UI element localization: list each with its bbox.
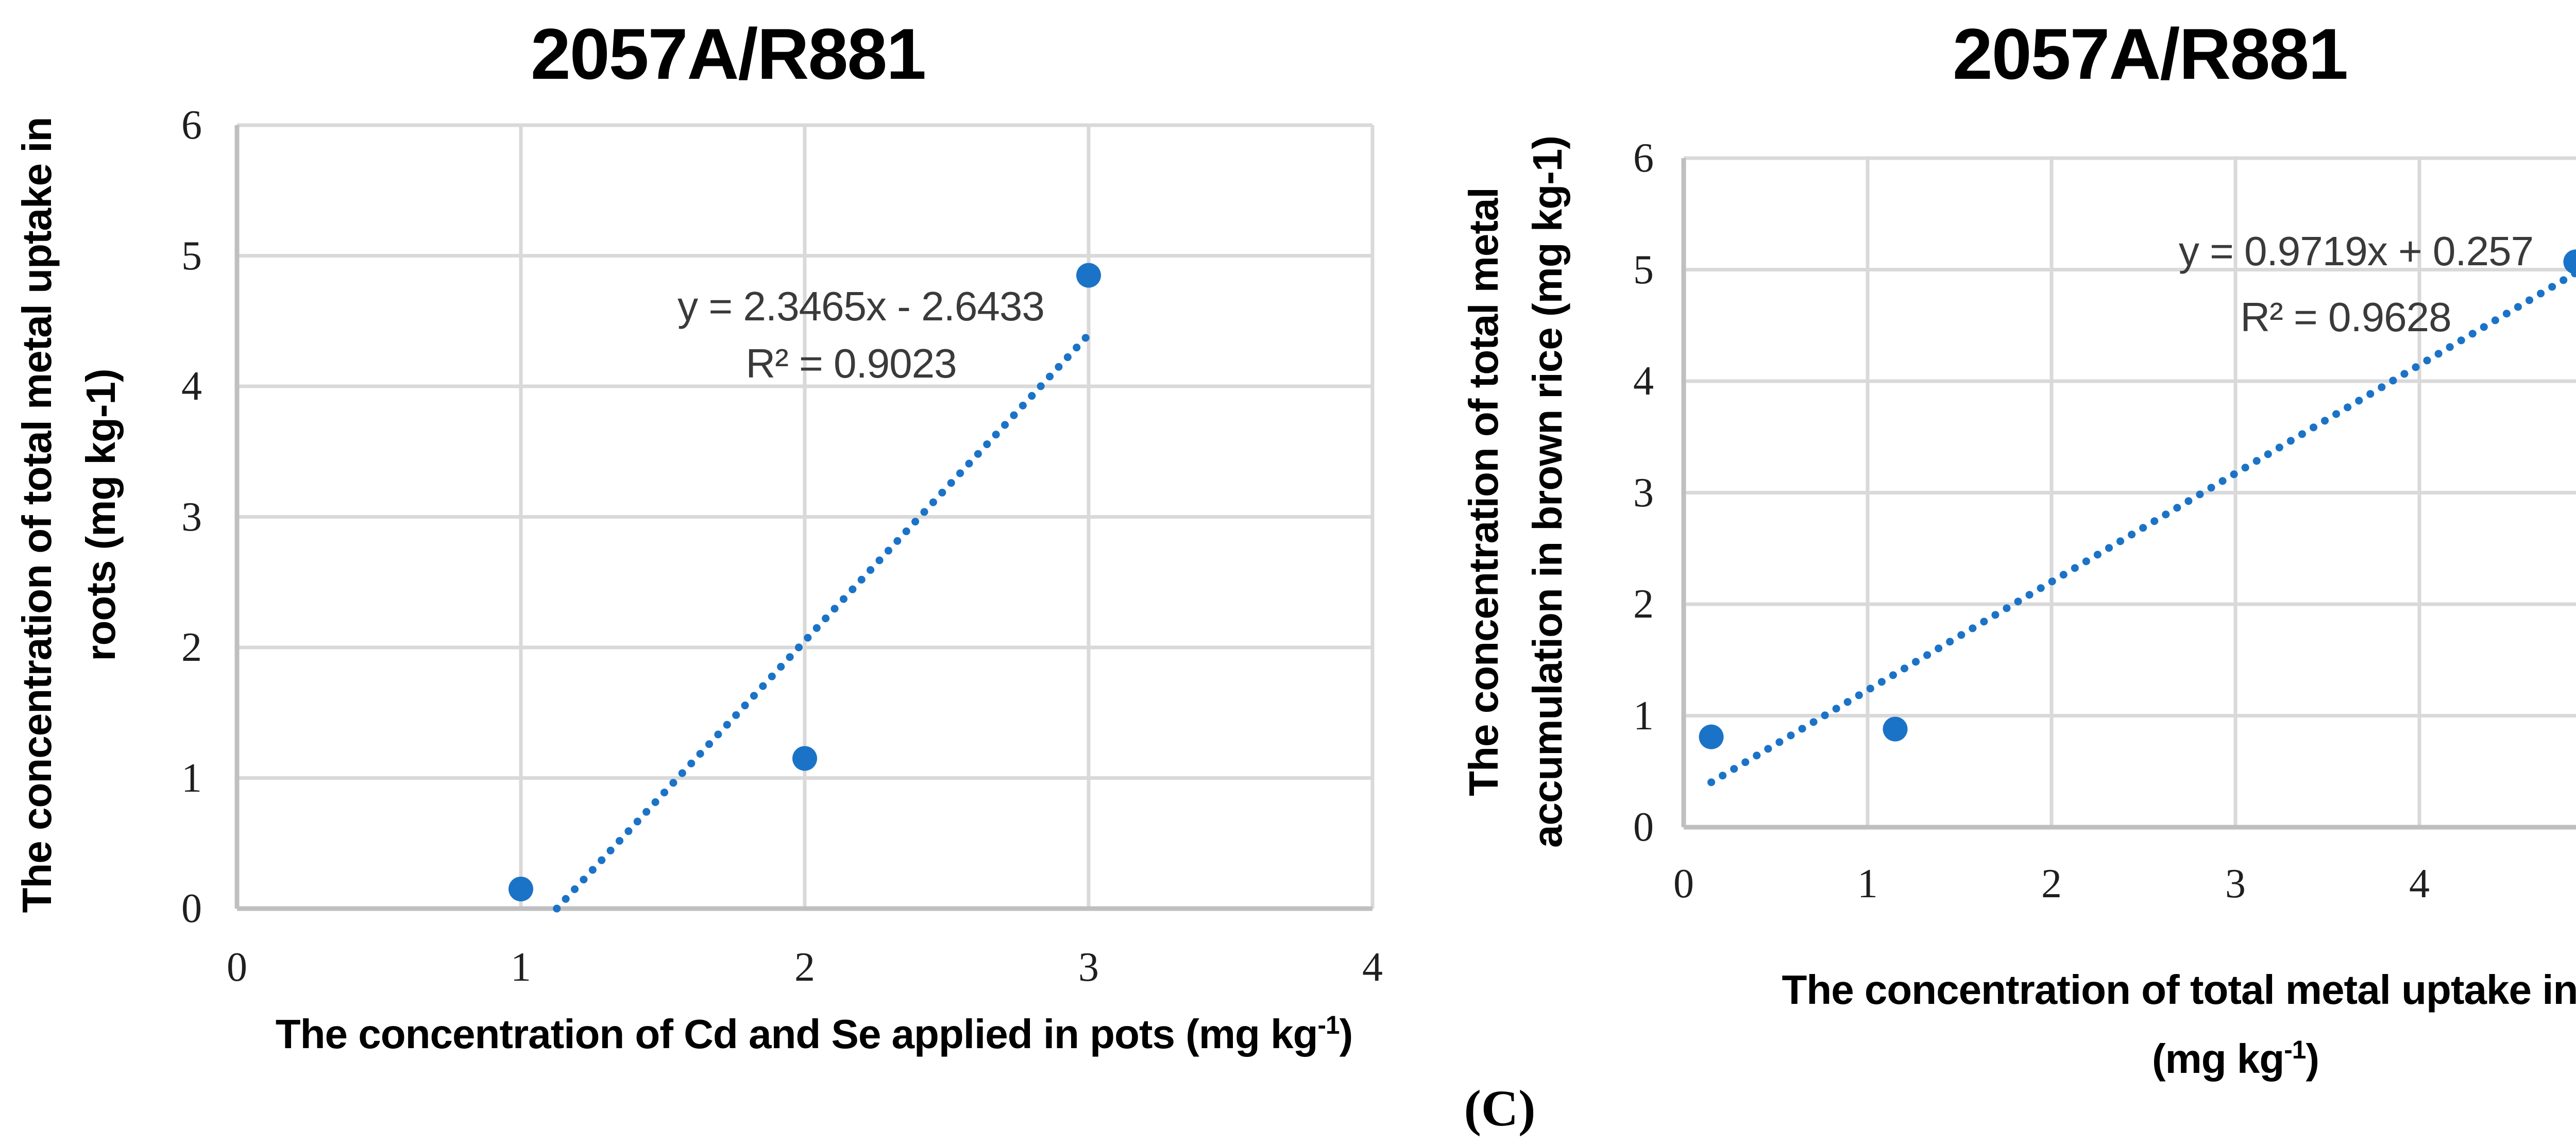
x-tick-label: 3: [1078, 945, 1099, 990]
y-axis-title-line1: The concentration of total metal uptake …: [14, 117, 60, 913]
x-tick-label: 1: [1857, 861, 1878, 907]
data-point-marker: [1076, 263, 1101, 288]
trendline-dotted: [553, 331, 1093, 913]
y-tick-label: 1: [1633, 693, 1654, 739]
x-tick-label: 5: [2562, 857, 2576, 911]
chart-title: 2057A/R881: [530, 13, 926, 94]
y-tick-label: 2: [1633, 582, 1654, 627]
y-tick-label: 5: [1633, 247, 1654, 293]
x-tick-label: 4: [2409, 861, 2430, 907]
panel-label: (C): [1464, 1080, 1536, 1137]
data-point-marker: [2563, 249, 2576, 275]
y-tick-label: 6: [1633, 135, 1654, 181]
x-tick-label: 2: [2041, 861, 2062, 907]
y-tick-label: 4: [1633, 358, 1654, 404]
chart-title: 2057A/R881: [1952, 13, 2348, 94]
trendline-r2: R² = 0.9023: [745, 340, 957, 386]
y-tick-label: 4: [181, 364, 202, 409]
trendline-r2: R² = 0.9628: [2240, 294, 2451, 340]
data-point-marker: [792, 746, 817, 771]
y-tick-label: 5: [181, 233, 202, 279]
x-tick-label: 3: [2225, 861, 2246, 907]
x-tick-label: 0: [227, 945, 247, 990]
x-axis-title-line1: The concentration of total metal uptake …: [1782, 967, 2576, 1013]
x-tick-label: 2: [794, 945, 815, 990]
y-tick-label: 3: [181, 494, 202, 540]
x-axis-title-line2: (mg kg-1): [2152, 1035, 2319, 1082]
y-tick-label: 3: [1633, 470, 1654, 516]
trendline-equation: y = 0.9719x + 0.257: [2178, 228, 2534, 274]
scatter-plot: [234, 123, 1375, 913]
y-axis-title-line1: The concentration of total metal: [1461, 187, 1506, 796]
x-tick-label: 4: [1362, 945, 1383, 990]
y-tick-label: 0: [181, 886, 202, 931]
y-tick-label: 6: [181, 102, 202, 148]
data-point-marker: [1699, 724, 1724, 749]
trendline-dotted: [1707, 269, 2576, 787]
x-tick-label: 0: [1673, 861, 1694, 907]
y-tick-label: 2: [181, 625, 202, 670]
data-point-marker: [1883, 716, 1908, 742]
y-tick-label: 1: [181, 755, 202, 801]
scatter-plot: [1681, 156, 2576, 830]
data-point-marker: [509, 876, 533, 901]
trendline-equation: y = 2.3465x - 2.6433: [677, 283, 1045, 329]
x-axis-title: The concentration of Cd and Se applied i…: [275, 1011, 1353, 1057]
y-tick-label: 0: [1633, 805, 1654, 850]
x-tick-label: 1: [511, 945, 531, 990]
